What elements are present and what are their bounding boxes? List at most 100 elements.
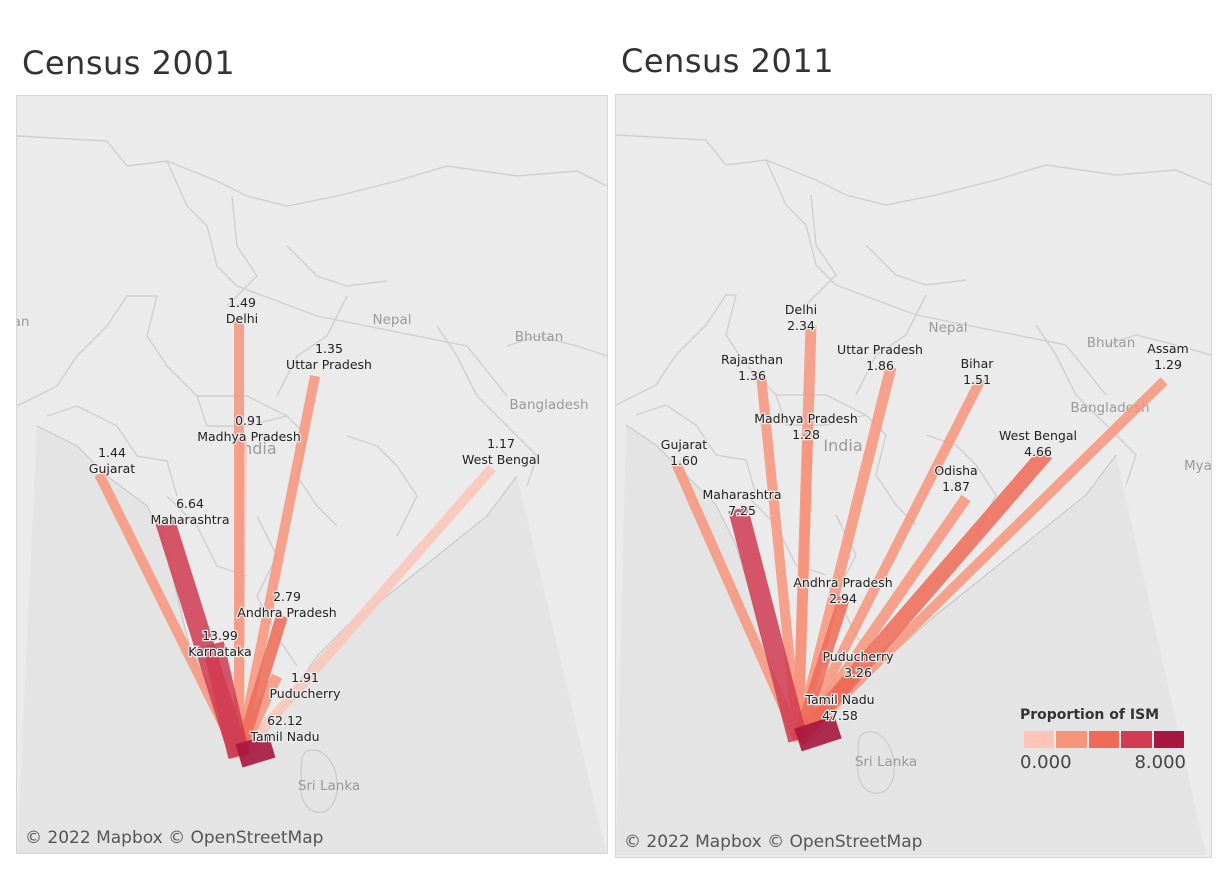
flow-value-west-bengal: 4.66 xyxy=(1024,444,1052,459)
legend-min-label: 0.000 xyxy=(1020,752,1072,773)
legend-title: Proportion of ISM xyxy=(1020,707,1160,723)
legend: Proportion of ISM 0.000 8.000 xyxy=(1020,707,1190,773)
flow-state-puducherry: Puducherry xyxy=(269,686,341,701)
boundary-line xyxy=(745,494,827,576)
flow-value-puducherry: 1.91 xyxy=(291,670,319,685)
boundary-line xyxy=(166,495,248,577)
boundary-line xyxy=(855,294,927,396)
flow-value-uttar-pradesh: 1.86 xyxy=(866,358,894,373)
flow-value-puducherry: 3.26 xyxy=(844,665,872,680)
map-place-label: Sri Lanka xyxy=(855,754,917,770)
flow-line-andhra-pradesh[interactable] xyxy=(233,614,288,758)
flow-state-andhra-pradesh: Andhra Pradesh xyxy=(237,605,336,620)
census-2001-map[interactable]: Nepal Bhutan Bangladesh India Sri Lanka an 0.9… xyxy=(16,95,608,854)
legend-step-5 xyxy=(1153,731,1185,748)
boundary-line xyxy=(46,405,178,497)
boundary-line xyxy=(146,295,338,527)
flow-state-odisha: Odisha xyxy=(934,463,977,478)
flow-value-bihar: 1.51 xyxy=(963,372,991,387)
flow-value-rajasthan: 1.36 xyxy=(738,368,766,383)
boundary-line xyxy=(725,294,917,526)
sri-lanka-landmass xyxy=(857,731,895,794)
census-2011-title: Census 2011 xyxy=(621,42,835,80)
flow-line-delhi[interactable] xyxy=(792,324,817,741)
boundary-line xyxy=(776,394,867,416)
boundary-line xyxy=(17,295,157,407)
flow-line-tamil-nadu[interactable] xyxy=(794,715,842,752)
boundary-line xyxy=(166,160,508,397)
legend-step-3 xyxy=(1088,731,1122,748)
flow-value-assam: 1.29 xyxy=(1154,357,1182,372)
boundary-line xyxy=(1105,334,1211,356)
map-attribution-2001: © 2022 Mapbox © OpenStreetMap xyxy=(25,828,324,848)
flow-line-maharashtra[interactable] xyxy=(728,506,808,743)
legend-max-label: 8.000 xyxy=(1134,752,1186,773)
map-attribution-2011: © 2022 Mapbox © OpenStreetMap xyxy=(624,832,923,852)
flow-line-uttar-pradesh[interactable] xyxy=(234,375,320,757)
flow-state-andhra-pradesh: Andhra Pradesh xyxy=(793,575,892,590)
legend-step-2 xyxy=(1056,731,1089,748)
flow-value-gujarat: 1.60 xyxy=(670,453,698,468)
flow-value-uttar-pradesh: 1.35 xyxy=(315,341,343,356)
flow-line-west-bengal[interactable] xyxy=(235,464,496,760)
boundary-line xyxy=(1095,414,1137,486)
boundary-line xyxy=(1035,324,1097,416)
flow-state-uttar-pradesh: Uttar Pradesh xyxy=(286,357,372,372)
flow-state-delhi: Delhi xyxy=(226,311,258,326)
flow-state-karnataka: Karnataka xyxy=(188,644,251,659)
flow-value-madhya-pradesh: 1.28 xyxy=(792,427,820,442)
boundary-line xyxy=(616,294,736,406)
flow-value-west-bengal: 1.17 xyxy=(487,436,515,451)
flow-value-andhra-pradesh: 2.94 xyxy=(829,591,857,606)
map-place-label: Nepal xyxy=(373,312,412,328)
flow-line-karnataka[interactable] xyxy=(202,641,250,759)
flow-state-gujarat: Gujarat xyxy=(89,461,136,476)
legend-color-scale xyxy=(1024,731,1185,748)
flow-line-bihar[interactable] xyxy=(793,376,986,743)
boundary-line xyxy=(616,134,1211,206)
map-place-label: Bangladesh xyxy=(509,397,588,413)
boundary-line xyxy=(346,435,418,537)
flow-state-uttar-pradesh: Uttar Pradesh xyxy=(837,342,923,357)
census-2001-map-canvas[interactable]: Nepal Bhutan Bangladesh India Sri Lanka an 0.9… xyxy=(17,96,607,853)
flow-state-assam: Assam xyxy=(1147,341,1188,356)
flow-value-karnataka: 13.99 xyxy=(202,628,238,643)
flow-state-west-bengal: West Bengal xyxy=(999,428,1077,443)
flow-line-andhra-pradesh[interactable] xyxy=(792,596,850,742)
boundary-line xyxy=(256,515,298,667)
boundary-line xyxy=(635,404,757,496)
boundary-line xyxy=(436,325,498,417)
map-place-label: an xyxy=(17,314,29,330)
flow-state-tamil-nadu: Tamil Nadu xyxy=(249,729,319,744)
boundary-line xyxy=(286,245,388,287)
census-2001-title: Census 2001 xyxy=(22,44,236,82)
sri-lanka-landmass xyxy=(300,749,338,813)
flow-value-madhya-pradesh: 0.91 xyxy=(235,413,263,428)
map-place-label: Bhutan xyxy=(1087,335,1136,351)
flow-line-tamil-nadu[interactable] xyxy=(235,734,276,768)
census-2011-map[interactable]: Nepal Bhutan Bangladesh India Sri Lanka Mya Ma… xyxy=(615,94,1212,858)
map-place-label: Nepal xyxy=(929,320,968,336)
flow-state-west-bengal: West Bengal xyxy=(462,452,540,467)
flow-value-tamil-nadu: 62.12 xyxy=(267,713,303,728)
map-place-label: India xyxy=(237,439,276,458)
legend-step-1 xyxy=(1024,731,1057,748)
boundary-line xyxy=(765,159,1107,396)
basemap xyxy=(17,135,607,853)
flow-state-delhi: Delhi xyxy=(785,302,817,317)
flow-state-maharashtra: Maharashtra xyxy=(151,512,230,527)
flow-value-gujarat: 1.44 xyxy=(98,445,126,460)
map-place-label: Sri Lanka xyxy=(298,778,360,794)
boundary-line xyxy=(805,194,837,306)
legend-step-4 xyxy=(1121,731,1154,748)
flow-state-madhya-pradesh: Madhya Pradesh xyxy=(754,411,858,426)
flow-line-west-bengal[interactable] xyxy=(791,447,1053,746)
boundary-line xyxy=(226,195,258,307)
boundary-line xyxy=(197,395,288,417)
boundary-line xyxy=(506,335,607,357)
flow-value-maharashtra: 7.25 xyxy=(728,503,756,518)
flow-state-gujarat: Gujarat xyxy=(661,437,708,452)
flow-value-delhi: 1.49 xyxy=(228,295,256,310)
flow-value-andhra-pradesh: 2.79 xyxy=(273,589,301,604)
boundary-line xyxy=(496,415,538,487)
